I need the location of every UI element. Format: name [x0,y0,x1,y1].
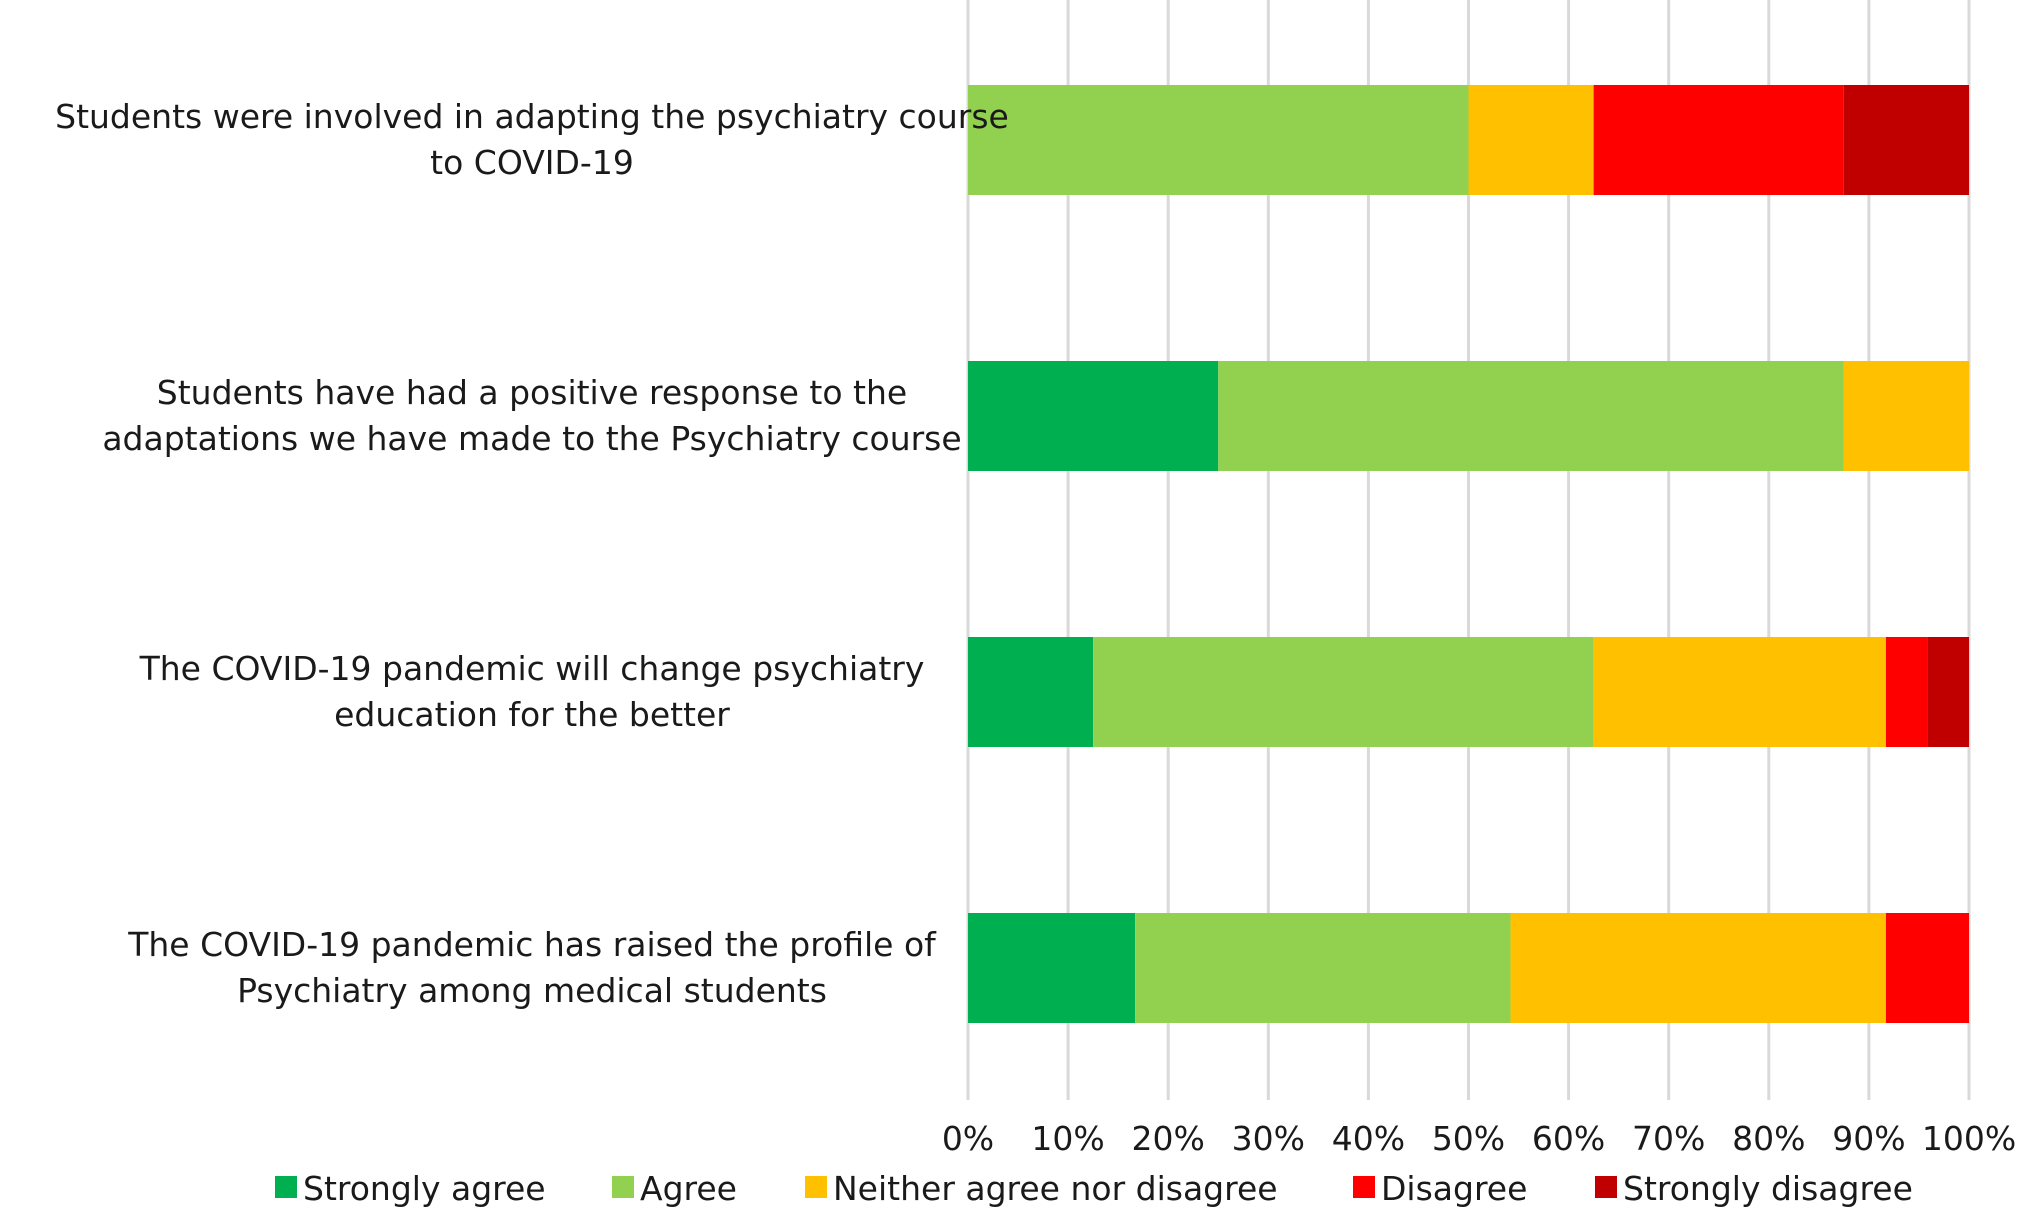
legend-label: Disagree [1381,1169,1527,1208]
x-tick-label: 30% [1232,1119,1305,1158]
x-tick-label: 40% [1332,1119,1405,1158]
x-tick-label: 70% [1632,1119,1705,1158]
bar-segment [968,637,1094,747]
bar-segment [1510,913,1886,1023]
legend-label: Strongly agree [303,1169,546,1208]
bar-segment [968,361,1219,471]
bar-segment [1093,637,1594,747]
bar-segment [1218,361,1844,471]
legend-label: Agree [640,1169,737,1208]
legend: Strongly agree Agree Neither agree nor dis… [275,1169,1913,1208]
bar-segment [1843,85,1969,195]
category-label: The COVID-19 pandemic has raised the pro… [127,925,937,964]
x-tick-label: 50% [1432,1119,1505,1158]
legend-label: Strongly disagree [1623,1169,1913,1208]
legend-swatch [612,1176,634,1198]
bar-segment [1593,85,1844,195]
legend-label: Neither agree nor disagree [833,1169,1278,1208]
bar-segment [1135,913,1511,1023]
bar-segment [968,85,1469,195]
bar-segment [968,913,1136,1023]
legend-swatch [1595,1176,1617,1198]
legend-swatch [1353,1176,1375,1198]
legend-swatch [275,1176,297,1198]
category-label: Students have had a positive response to… [157,373,907,412]
x-tick-label: 100% [1922,1119,2016,1158]
x-tick-label: 0% [942,1119,994,1158]
bar-segment [1885,637,1928,747]
bar-segment [1927,637,1969,747]
category-labels: Students were involved in adapting the p… [55,97,1009,1010]
bar-segment [1468,85,1594,195]
x-tick-labels: 0% 10% 20% 30% 40% 50% 60% 70% 80% 90% 100% [942,1119,2016,1158]
x-tick-label: 20% [1132,1119,1205,1158]
bar-segment [1593,637,1886,747]
legend-swatch [805,1176,827,1198]
category-label: adaptations we have made to the Psychiat… [102,419,961,458]
category-label: The COVID-19 pandemic will change psychi… [139,649,925,688]
x-tick-label: 80% [1732,1119,1805,1158]
bars [968,85,1969,1023]
bar-segment [1843,361,1969,471]
category-label: to COVID-19 [430,143,634,182]
category-label: education for the better [334,695,730,734]
category-label: Students were involved in adapting the p… [55,97,1009,136]
x-tick-label: 90% [1832,1119,1905,1158]
x-tick-label: 10% [1031,1119,1104,1158]
x-tick-label: 60% [1532,1119,1605,1158]
bar-segment [1885,913,1969,1023]
category-label: Psychiatry among medical students [237,971,827,1010]
